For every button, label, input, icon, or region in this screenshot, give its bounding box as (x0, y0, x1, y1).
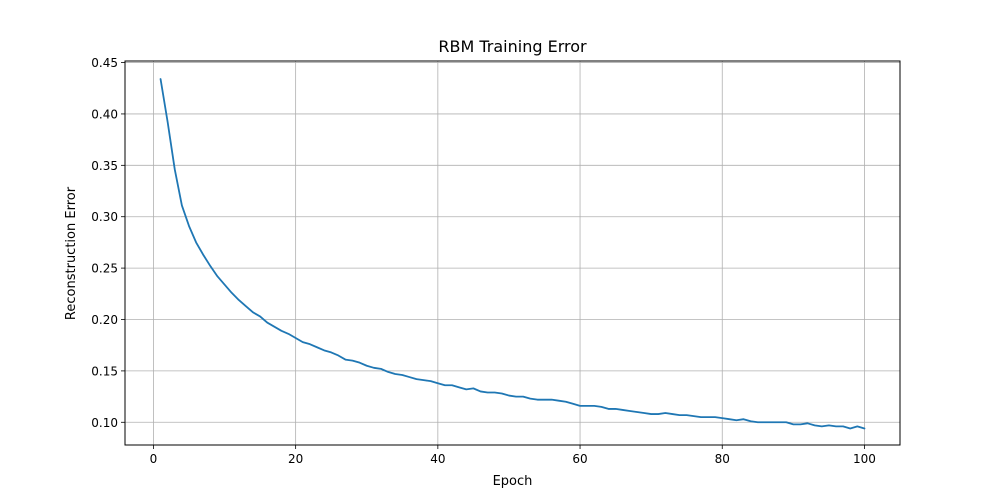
x-tick-label: 100 (853, 452, 876, 466)
x-tick-label: 20 (288, 452, 303, 466)
plot-frame (124, 60, 901, 446)
x-tick-label: 80 (715, 452, 730, 466)
y-tick-label: 0.10 (91, 416, 118, 430)
x-tick-label: 60 (572, 452, 587, 466)
x-axis-label: Epoch (493, 474, 533, 489)
tick-layer: 0 20 40 60 80 100 0.10 0.15 0.20 0.25 0.30 0.35 0.40… (91, 56, 876, 466)
y-tick-label: 0.40 (91, 107, 118, 121)
series-layer (159, 78, 866, 430)
y-tick-label: 0.25 (91, 262, 118, 276)
y-tick-label: 0.20 (91, 313, 118, 327)
y-tick-label: 0.15 (91, 364, 118, 378)
chart-title: RBM Training Error (438, 37, 587, 56)
y-tick-label: 0.45 (91, 56, 118, 70)
grid-layer (125, 61, 900, 445)
x-tick-label: 0 (150, 452, 158, 466)
series-line (159, 78, 866, 430)
x-tick-label: 40 (430, 452, 445, 466)
y-axis-label: Reconstruction Error (64, 186, 79, 320)
y-tick-label: 0.30 (91, 210, 118, 224)
y-tick-label: 0.35 (91, 159, 118, 173)
